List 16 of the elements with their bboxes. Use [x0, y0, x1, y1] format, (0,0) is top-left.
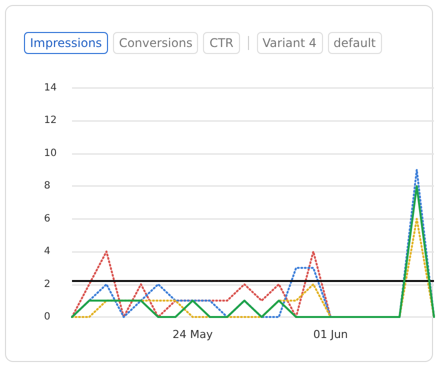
y-tick-label: 12: [44, 115, 57, 126]
y-tick-label: 10: [44, 148, 57, 159]
y-tick-label: 6: [44, 213, 50, 224]
y-tick-label: 0: [44, 312, 50, 322]
text: Variant 4: [256, 32, 323, 54]
y-tick-label: 4: [44, 246, 50, 258]
x-tick-label: 24 May: [172, 328, 214, 341]
x-tick-label: 01 Jun: [313, 328, 348, 341]
line-series: [71, 250, 332, 318]
y-tick-label: 14: [44, 82, 57, 94]
text: default: [328, 32, 382, 54]
y-tick-label: 8: [44, 180, 50, 192]
text: Conversions: [112, 32, 198, 54]
text: Impressions: [24, 32, 108, 54]
text: CTR: [203, 32, 240, 54]
y-tick-label: 2: [44, 278, 50, 290]
